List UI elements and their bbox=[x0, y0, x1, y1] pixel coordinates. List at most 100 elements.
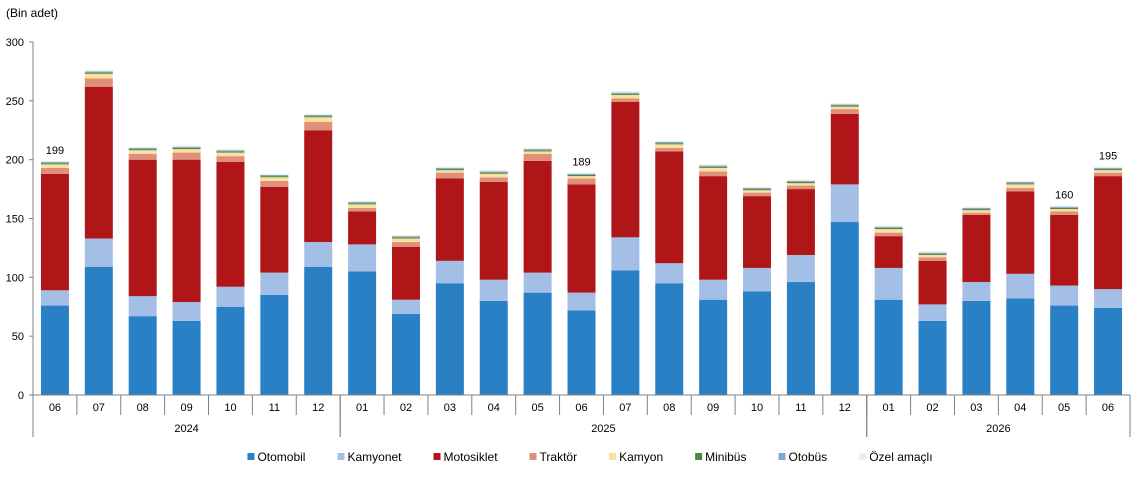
legend-item: Minibüs bbox=[695, 450, 746, 464]
bar-segment-motosiklet bbox=[479, 182, 508, 280]
bar-segment-minib-s bbox=[655, 143, 684, 145]
data-labels-group: 199 189 160 195 bbox=[46, 145, 1117, 202]
bar-segment--zel-ama-l- bbox=[128, 146, 157, 148]
bar-segment-kamyon bbox=[786, 183, 815, 186]
bar-segment-otomobil bbox=[830, 222, 859, 395]
bar-segment-trakt-r bbox=[479, 177, 508, 183]
x-tick-label: 09 bbox=[180, 402, 192, 414]
bar-segment-otomobil bbox=[918, 320, 947, 395]
x-tick-label: 12 bbox=[839, 402, 851, 414]
x-tick-label: 06 bbox=[1102, 402, 1114, 414]
bar-segment-otob-s bbox=[260, 174, 289, 177]
bar-segment-minib-s bbox=[567, 174, 596, 177]
bar-segment--zel-ama-l- bbox=[655, 140, 684, 143]
bar-segment-otomobil bbox=[786, 282, 815, 395]
bar-segment--zel-ama-l- bbox=[523, 147, 552, 150]
bar-stack bbox=[786, 179, 815, 395]
bar-segment-trakt-r bbox=[1006, 187, 1035, 192]
bar-segment-trakt-r bbox=[40, 167, 69, 174]
bar-segment-minib-s bbox=[1050, 207, 1079, 210]
bar-segment-motosiklet bbox=[391, 246, 420, 300]
bar-segment-motosiklet bbox=[260, 186, 289, 273]
bar-segment-kamyon bbox=[172, 149, 201, 153]
bar-segment-otob-s bbox=[567, 173, 596, 175]
bar-segment-motosiklet bbox=[962, 214, 991, 283]
y-axis-unit-label: (Bin adet) bbox=[6, 6, 58, 20]
legend-label: Minibüs bbox=[705, 450, 746, 464]
bar-segment-trakt-r bbox=[348, 207, 377, 212]
legend-item: Motosiklet bbox=[433, 450, 498, 464]
bar-segment-otob-s bbox=[786, 180, 815, 183]
bar-segment-otomobil bbox=[874, 299, 903, 395]
bar-segment-kamyonet bbox=[479, 279, 508, 301]
bar-stack bbox=[655, 140, 684, 395]
bar-segment-minib-s bbox=[84, 72, 113, 74]
bar-segment-otomobil bbox=[40, 305, 69, 395]
bar-segment-motosiklet bbox=[743, 196, 772, 268]
bar-segment-kamyon bbox=[699, 167, 728, 172]
year-group-label: 2025 bbox=[591, 423, 615, 435]
bar-segment-kamyonet bbox=[567, 292, 596, 311]
bar-segment-otob-s bbox=[743, 187, 772, 190]
bar-segment-trakt-r bbox=[830, 109, 859, 114]
bar-segment--zel-ama-l- bbox=[391, 234, 420, 237]
bar-segment-minib-s bbox=[874, 227, 903, 230]
bar-segment-trakt-r bbox=[743, 192, 772, 197]
bar-segment-otomobil bbox=[699, 299, 728, 395]
bar-segment-kamyon bbox=[479, 173, 508, 178]
bar-segment-otomobil bbox=[260, 294, 289, 395]
bar-segment-otomobil bbox=[611, 270, 640, 395]
bar-segment-motosiklet bbox=[172, 159, 201, 303]
bar-segment--zel-ama-l- bbox=[874, 225, 903, 227]
bar-segment-motosiklet bbox=[874, 236, 903, 268]
x-tick-label: 04 bbox=[488, 402, 500, 414]
bar-segment-trakt-r bbox=[260, 180, 289, 187]
bar-segment-motosiklet bbox=[699, 176, 728, 280]
y-tick-label: 0 bbox=[18, 390, 24, 402]
x-tick-label: 01 bbox=[883, 402, 895, 414]
y-tick-label: 50 bbox=[12, 331, 24, 343]
bar-segment-kamyon bbox=[1050, 209, 1079, 212]
bar-segment-otob-s bbox=[699, 165, 728, 167]
bar-segment-kamyonet bbox=[1094, 289, 1123, 308]
bar-segment-motosiklet bbox=[304, 130, 333, 243]
bar-segment-kamyon bbox=[1094, 170, 1123, 173]
bar-segment--zel-ama-l- bbox=[84, 70, 113, 72]
bar-segment-kamyonet bbox=[216, 286, 245, 307]
x-tick-label: 08 bbox=[663, 402, 675, 414]
bar-segment-kamyonet bbox=[874, 267, 903, 300]
legend-swatch bbox=[609, 453, 617, 460]
bar-segment--zel-ama-l- bbox=[830, 103, 859, 105]
bar-segment--zel-ama-l- bbox=[699, 164, 728, 166]
bar-stack bbox=[260, 173, 289, 395]
bar-stack bbox=[172, 145, 201, 395]
bar-segment-minib-s bbox=[1094, 169, 1123, 171]
bar-segment-otob-s bbox=[918, 252, 947, 254]
bar-segment-otomobil bbox=[1050, 305, 1079, 395]
x-tick-label: 10 bbox=[224, 402, 236, 414]
bar-segment-kamyon bbox=[523, 151, 552, 154]
bar-segment-kamyon bbox=[128, 150, 157, 154]
data-label: 195 bbox=[1099, 151, 1117, 163]
legend-label: Otobüs bbox=[788, 450, 827, 464]
bar-stack bbox=[128, 146, 157, 395]
bar-segment-motosiklet bbox=[435, 178, 464, 261]
x-tick-label: 06 bbox=[49, 402, 61, 414]
bar-segment-kamyonet bbox=[962, 282, 991, 301]
bar-segment-minib-s bbox=[391, 237, 420, 239]
bar-segment-trakt-r bbox=[1050, 211, 1079, 215]
bar-segment-trakt-r bbox=[1094, 172, 1123, 177]
bar-segment-minib-s bbox=[216, 151, 245, 153]
bar-segment-kamyon bbox=[40, 164, 69, 168]
bar-segment-kamyon bbox=[84, 73, 113, 79]
bar-segment-trakt-r bbox=[523, 153, 552, 161]
bar-segment-kamyonet bbox=[435, 260, 464, 284]
bar-segment-motosiklet bbox=[1006, 191, 1035, 274]
bar-segment--zel-ama-l- bbox=[479, 170, 508, 172]
bar-segment-motosiklet bbox=[1094, 176, 1123, 290]
x-tick-label: 08 bbox=[137, 402, 149, 414]
bar-segment-kamyonet bbox=[830, 184, 859, 223]
legend-item: Kamyon bbox=[609, 450, 663, 464]
bar-segment-minib-s bbox=[40, 163, 69, 165]
